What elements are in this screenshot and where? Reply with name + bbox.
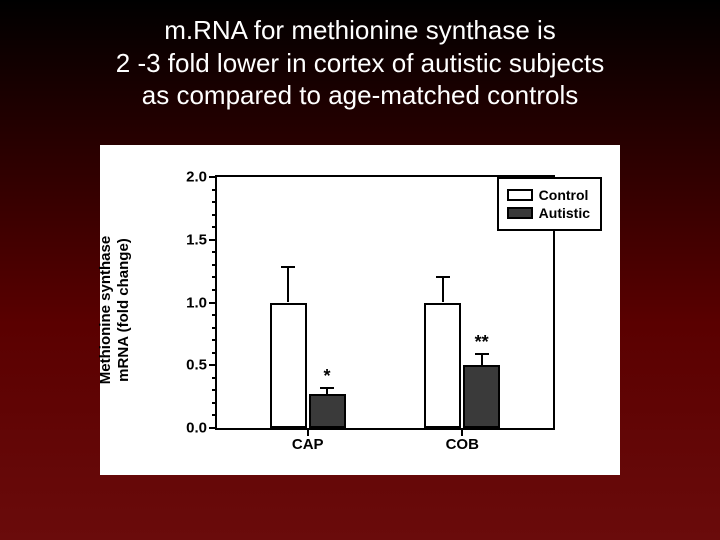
y-tick-minor: [212, 201, 217, 203]
y-tick-label: 0.0: [177, 420, 217, 437]
slide-title: m.RNA for methionine synthase is 2 -3 fo…: [0, 14, 720, 112]
chart-panel: Methionine synthase mRNA (fold change) 0…: [100, 145, 620, 475]
y-tick-minor: [212, 414, 217, 416]
bar-cob-control: [424, 303, 461, 429]
y-tick-minor: [212, 377, 217, 379]
y-tick-minor: [212, 214, 217, 216]
error-bar: [481, 354, 483, 365]
y-tick-label: 1.0: [177, 294, 217, 311]
y-tick-minor: [212, 402, 217, 404]
y-tick-label: 1.5: [177, 231, 217, 248]
legend-swatch-autistic: [507, 207, 533, 219]
y-tick-label: 2.0: [177, 169, 217, 186]
error-bar-cap: [281, 266, 295, 268]
x-tick-mark: [461, 428, 463, 436]
legend-swatch-control: [507, 189, 533, 201]
error-bar: [287, 267, 289, 302]
significance-marker: **: [475, 332, 489, 353]
title-line-2: 2 -3 fold lower in cortex of autistic su…: [116, 48, 604, 78]
legend-label-control: Control: [539, 187, 589, 203]
title-line-1: m.RNA for methionine synthase is: [164, 15, 556, 45]
significance-marker: *: [324, 366, 331, 387]
x-tick-label: CAP: [292, 436, 324, 453]
x-tick-mark: [307, 428, 309, 436]
bar-cap-autistic: [309, 394, 346, 428]
title-line-3: as compared to age-matched controls: [142, 80, 578, 110]
bar-cap-control: [270, 303, 307, 429]
x-tick-label: COB: [446, 436, 479, 453]
y-tick-minor: [212, 339, 217, 341]
error-bar-cap: [475, 353, 489, 355]
y-tick-minor: [212, 327, 217, 329]
y-axis-label-line-1: Methionine synthase: [97, 236, 114, 384]
slide-background: m.RNA for methionine synthase is 2 -3 fo…: [0, 0, 720, 540]
y-tick-label: 0.5: [177, 357, 217, 374]
y-tick-minor: [212, 264, 217, 266]
y-axis-label: Methionine synthase mRNA (fold change): [97, 180, 133, 440]
error-bar: [442, 277, 444, 302]
y-axis-label-line-2: mRNA (fold change): [115, 238, 132, 382]
y-tick-minor: [212, 189, 217, 191]
legend-item-autistic: Autistic: [507, 205, 590, 221]
error-bar-cap: [320, 387, 334, 389]
y-tick-minor: [212, 251, 217, 253]
bar-cob-autistic: [463, 365, 500, 428]
y-tick-minor: [212, 352, 217, 354]
legend-label-autistic: Autistic: [539, 205, 590, 221]
y-tick-minor: [212, 226, 217, 228]
y-tick-minor: [212, 276, 217, 278]
chart-legend: Control Autistic: [497, 177, 602, 231]
error-bar-cap: [436, 276, 450, 278]
legend-item-control: Control: [507, 187, 590, 203]
y-tick-minor: [212, 314, 217, 316]
y-tick-minor: [212, 389, 217, 391]
y-tick-minor: [212, 289, 217, 291]
